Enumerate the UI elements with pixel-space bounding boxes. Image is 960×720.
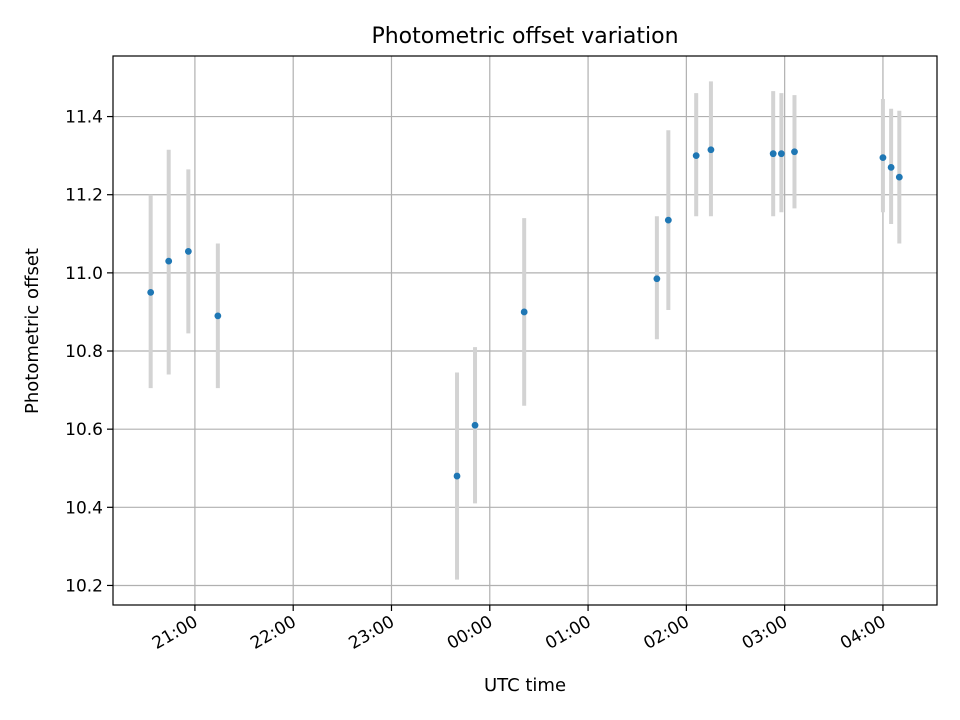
data-point xyxy=(653,275,661,283)
data-point xyxy=(769,150,777,158)
data-point xyxy=(692,152,700,160)
chart-title: Photometric offset variation xyxy=(371,24,678,49)
data-point xyxy=(184,247,192,255)
y-axis-ticks: 10.2 10.4 10.6 10.8 11.0 11.2 11.4 xyxy=(65,108,113,596)
data-point xyxy=(165,257,173,265)
y-tick-label: 10.8 xyxy=(65,342,103,362)
data-point xyxy=(707,146,715,154)
data-point xyxy=(777,150,785,158)
data-point xyxy=(791,148,798,156)
y-tick-label: 10.6 xyxy=(65,420,103,440)
data-point xyxy=(214,312,222,320)
data-point xyxy=(471,421,479,429)
y-tick-label: 11.2 xyxy=(65,186,103,206)
data-point xyxy=(453,472,461,480)
data-point xyxy=(895,173,903,181)
data-point xyxy=(879,154,887,161)
data-point xyxy=(520,308,528,316)
y-tick-label: 10.4 xyxy=(65,498,103,518)
y-axis-label: Photometric offset xyxy=(22,248,43,414)
plot-frame xyxy=(112,55,938,606)
y-tick-label: 10.2 xyxy=(65,576,103,596)
y-tick-label: 11.4 xyxy=(65,108,103,128)
x-axis-label: UTC time xyxy=(484,675,566,696)
y-tick-label: 11.0 xyxy=(65,264,103,284)
data-point xyxy=(147,289,155,296)
data-point xyxy=(887,163,895,171)
data-point xyxy=(664,216,672,224)
data-points xyxy=(147,146,903,480)
